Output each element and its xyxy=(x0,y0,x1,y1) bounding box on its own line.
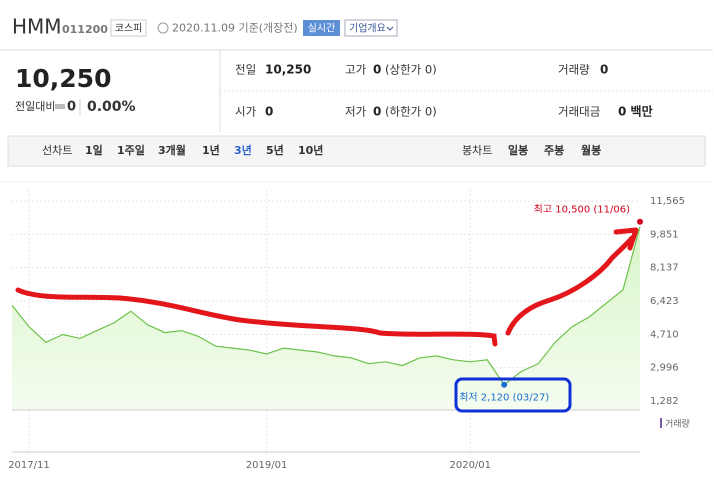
clock-icon xyxy=(157,22,169,34)
tab-group-label: 봉차트 xyxy=(462,144,492,157)
date: 2020.11.09 기준(개장전) xyxy=(172,22,298,35)
x-tick-label: 2017/11 xyxy=(8,460,50,471)
change-icon xyxy=(55,104,65,109)
y-tick-label: 6,423 xyxy=(650,296,679,307)
range-tab[interactable]: 5년 xyxy=(266,143,284,157)
candle-tab[interactable]: 주봉 xyxy=(544,144,564,157)
stat-value: 0 xyxy=(373,63,381,77)
price-line xyxy=(11,226,641,386)
change-label: 전일대비 xyxy=(15,99,55,113)
x-tick-label: 2020/01 xyxy=(449,460,491,471)
trend-mark xyxy=(505,235,635,336)
range-tab[interactable]: 10년 xyxy=(298,143,323,157)
y-tick-label: 8,137 xyxy=(650,263,679,274)
stock-name: HMM xyxy=(12,15,62,39)
range-tab[interactable]: 1일 xyxy=(85,143,103,157)
stat-value: 0 백만 xyxy=(618,104,653,119)
range-tab[interactable]: 1년 xyxy=(202,143,220,157)
tab-group-label: 선차트 xyxy=(42,144,72,157)
stat-value: 10,250 xyxy=(265,63,311,77)
range-tab[interactable]: 3년 xyxy=(234,143,252,157)
stat-note: (상한가 0) xyxy=(385,63,437,77)
stat-value: 0 xyxy=(600,63,608,77)
realtime-button[interactable] xyxy=(303,20,340,36)
arrow-head xyxy=(613,227,639,251)
y-tick-label: 11,565 xyxy=(650,196,685,207)
y-tick-label: 9,851 xyxy=(650,229,679,240)
annotation: 최저 2,120 (03/27) xyxy=(459,392,549,404)
stat-label: 거래대금 xyxy=(558,105,600,119)
y-tick-label: 4,710 xyxy=(650,329,679,340)
stat-note: (하한가 0) xyxy=(385,105,437,119)
highlight-box xyxy=(454,377,572,413)
y-tick-label: 1,282 xyxy=(650,396,679,407)
market: 코스피 xyxy=(115,23,143,35)
x-tick-label: 2019/01 xyxy=(246,460,288,471)
range-tab[interactable]: 3개월 xyxy=(158,143,186,157)
tab-bar xyxy=(7,135,706,167)
stat-label: 거래량 xyxy=(558,63,590,77)
stat-label: 전일 xyxy=(235,63,256,77)
volume-label: 거래량 xyxy=(665,418,690,430)
extreme-point xyxy=(637,218,643,225)
candle-tab[interactable]: 월봉 xyxy=(581,143,601,157)
market-badge xyxy=(110,19,147,37)
y-tick-label: 2,996 xyxy=(650,363,679,374)
company-label[interactable]: 기업개요 xyxy=(349,22,386,35)
realtime-label[interactable]: 실시간 xyxy=(308,23,336,35)
stat-label: 시가 xyxy=(235,105,257,119)
stat-label: 고가 xyxy=(345,63,367,77)
annotation: 최고 10,500 (11/06) xyxy=(534,204,630,216)
stat-label: 저가 xyxy=(345,105,367,119)
stat-value: 0 xyxy=(265,105,273,119)
current-price: 10,250 xyxy=(15,64,111,93)
legend-swatch xyxy=(660,418,662,428)
area xyxy=(12,226,640,410)
stat-value: 0 xyxy=(373,105,381,119)
range-tab[interactable]: 1주일 xyxy=(117,143,145,157)
company-button[interactable] xyxy=(344,19,398,37)
change: 0 xyxy=(67,100,76,115)
trend-mark xyxy=(15,287,498,347)
candle-tab[interactable]: 일봉 xyxy=(508,143,528,157)
change-rate: 0.00% xyxy=(87,99,136,115)
stock-code: 011200 xyxy=(62,23,108,36)
extreme-point xyxy=(501,381,508,388)
dropdown-arrow xyxy=(386,26,394,31)
